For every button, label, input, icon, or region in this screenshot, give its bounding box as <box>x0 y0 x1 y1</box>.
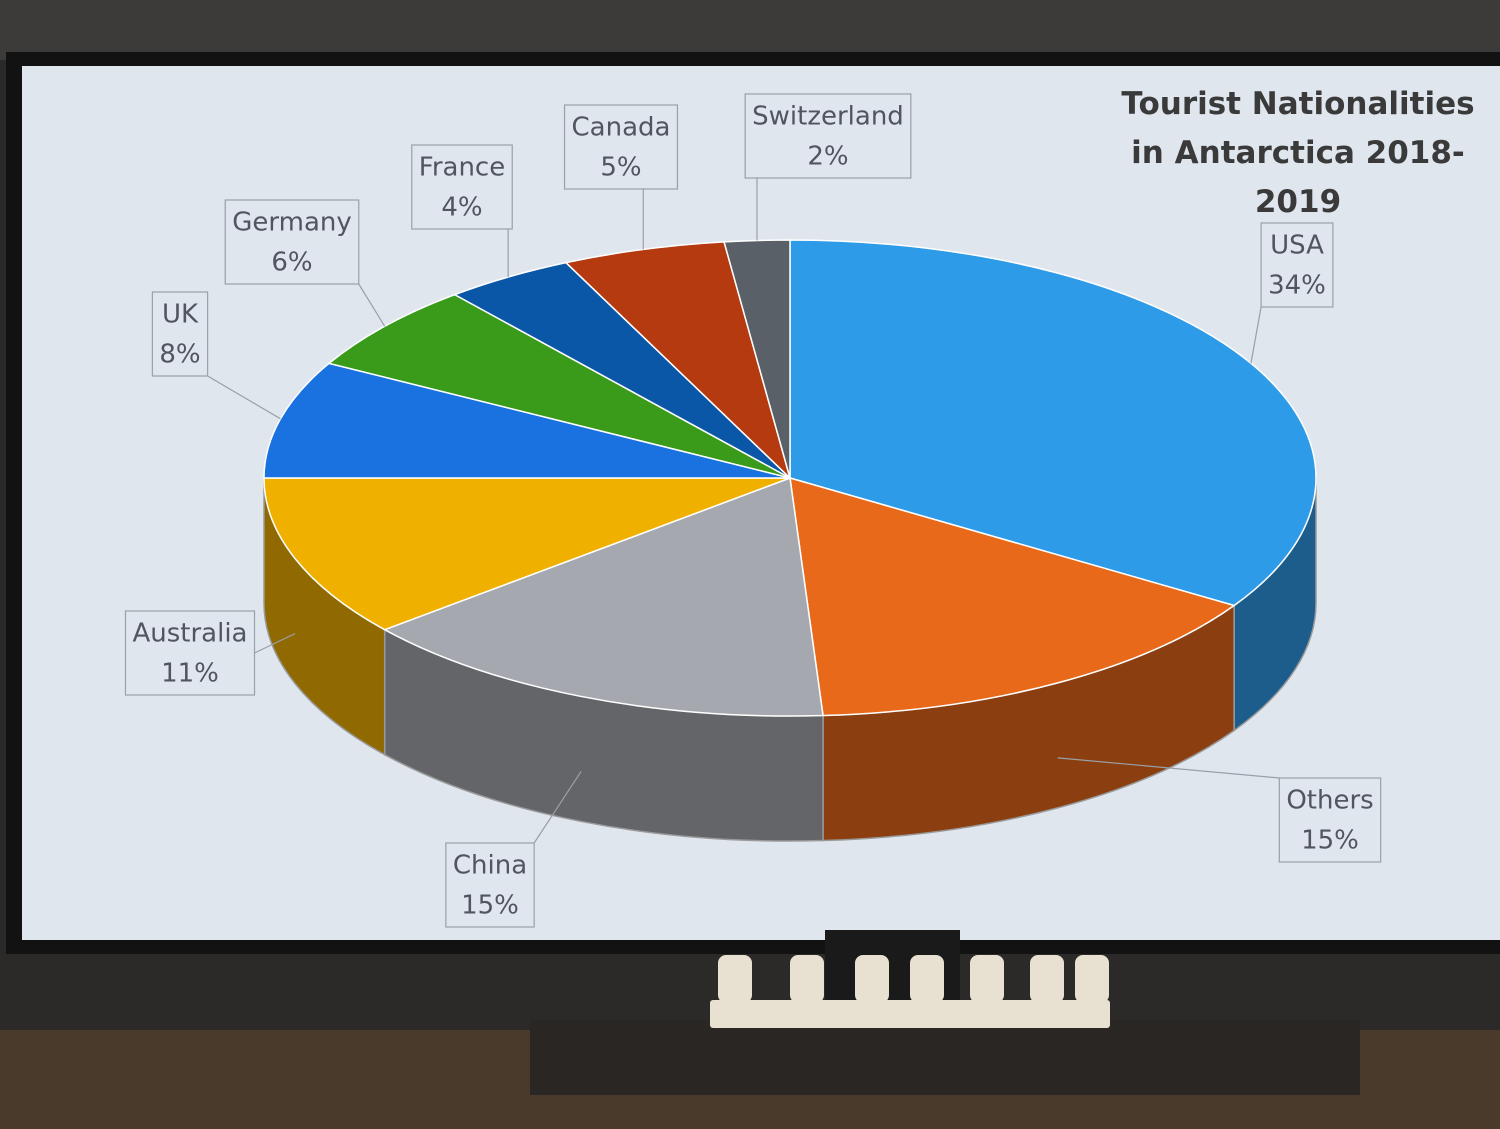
data-label: UK 8% <box>151 291 281 420</box>
data-label: Germany 6% <box>224 199 386 327</box>
label-category: China <box>453 851 527 881</box>
data-label-value: 6% <box>271 248 312 278</box>
label-box <box>1278 777 1382 863</box>
leader-line <box>1250 306 1262 364</box>
data-label: Canada 5% <box>563 104 679 250</box>
data-label-value: 4% <box>441 193 482 223</box>
data-label-value: 2% <box>807 142 848 172</box>
label-category: USA <box>1270 231 1324 261</box>
label-box <box>445 842 535 928</box>
slice <box>382 476 824 717</box>
slice <box>327 293 791 479</box>
data-label-value: 15% <box>461 891 519 921</box>
data-label-value: 8% <box>159 340 200 370</box>
slice <box>564 241 792 481</box>
wall <box>0 0 1500 60</box>
label-box <box>224 199 360 285</box>
label-box <box>744 93 912 179</box>
data-label-value: 11% <box>161 659 219 689</box>
label-category: Germany <box>232 208 352 238</box>
leader-line <box>1057 757 1280 779</box>
leader-line <box>254 633 296 654</box>
data-label-value: 34% <box>1268 271 1326 301</box>
label-box <box>563 104 679 190</box>
slice <box>789 476 1236 717</box>
label-box <box>411 144 513 230</box>
data-label: Others 15% <box>1057 757 1382 863</box>
label-box <box>1260 222 1334 308</box>
leader-line <box>358 283 386 327</box>
data-label: USA 34% <box>1250 222 1334 364</box>
leader-line <box>533 771 582 844</box>
label-category: Australia <box>132 619 247 649</box>
label-category: Canada <box>572 113 671 143</box>
mat <box>530 1020 1360 1095</box>
data-label-value: 5% <box>600 153 641 183</box>
slice <box>263 477 791 631</box>
label-category: Others <box>1286 786 1373 816</box>
slice <box>723 239 791 479</box>
data-label: France 4% <box>411 144 513 278</box>
data-label: Australia 11% <box>124 610 296 696</box>
leader-line <box>207 375 281 420</box>
label-category: Switzerland <box>752 102 904 132</box>
data-label-value: 15% <box>1301 826 1359 856</box>
data-label: China 15% <box>445 771 582 928</box>
label-category: France <box>419 153 505 183</box>
label-category: UK <box>162 300 199 330</box>
slice <box>263 362 791 479</box>
slice <box>789 239 1317 607</box>
data-label: Switzerland 2% <box>744 93 912 241</box>
chart-title: Tourist Nationalities in Antarctica 2018… <box>1121 86 1475 220</box>
stamps <box>710 955 1110 1028</box>
label-box <box>151 291 209 377</box>
